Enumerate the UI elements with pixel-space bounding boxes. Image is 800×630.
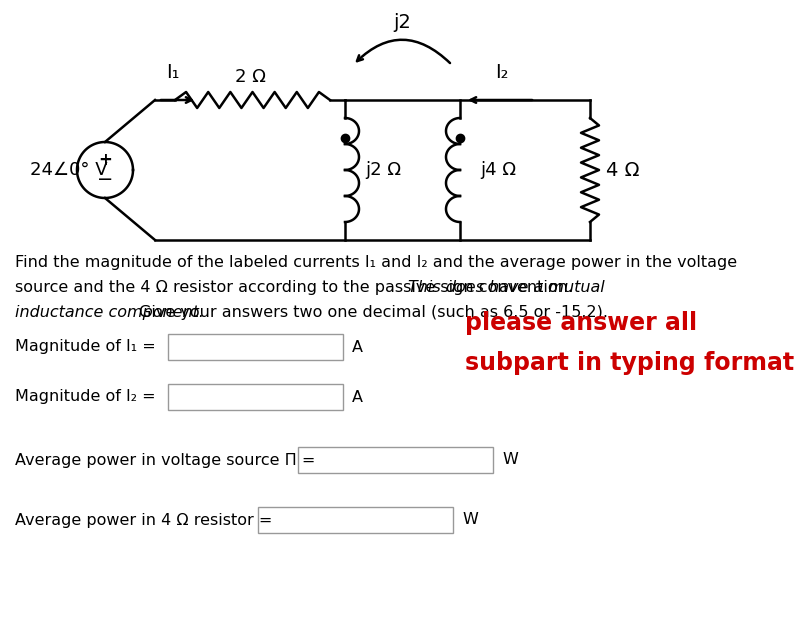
Text: source and the 4 Ω resistor according to the passive sign convention.: source and the 4 Ω resistor according to… (15, 280, 578, 295)
FancyBboxPatch shape (168, 334, 343, 360)
Text: j2: j2 (394, 13, 411, 32)
Text: Find the magnitude of the labeled currents I₁ and I₂ and the average power in th: Find the magnitude of the labeled curren… (15, 255, 737, 270)
Text: Give your answers two one decimal (such as 6.5 or -15.2).: Give your answers two one decimal (such … (138, 305, 608, 320)
Text: W: W (502, 452, 518, 467)
FancyBboxPatch shape (298, 447, 493, 473)
Text: inductance component.: inductance component. (15, 305, 209, 320)
Text: j4 Ω: j4 Ω (480, 161, 516, 179)
Text: This does have a mutual: This does have a mutual (409, 280, 605, 295)
Text: Average power in 4 Ω resistor =: Average power in 4 Ω resistor = (15, 512, 272, 527)
FancyBboxPatch shape (258, 507, 453, 533)
FancyBboxPatch shape (168, 384, 343, 410)
Text: j2 Ω: j2 Ω (365, 161, 401, 179)
Text: I₁: I₁ (166, 63, 180, 82)
Text: 2 Ω: 2 Ω (234, 68, 266, 86)
Text: Magnitude of I₂ =: Magnitude of I₂ = (15, 389, 156, 404)
Text: I₂: I₂ (495, 63, 509, 82)
Text: A: A (352, 340, 363, 355)
Text: +: + (98, 151, 112, 169)
Text: 24∠0° V: 24∠0° V (30, 161, 108, 179)
Text: 4 Ω: 4 Ω (606, 161, 639, 180)
Text: Magnitude of I₁ =: Magnitude of I₁ = (15, 340, 156, 355)
Text: W: W (462, 512, 478, 527)
Text: subpart in typing format: subpart in typing format (465, 351, 794, 375)
Text: please answer all: please answer all (465, 311, 697, 335)
Text: Average power in voltage source Π =: Average power in voltage source Π = (15, 452, 315, 467)
Text: A: A (352, 389, 363, 404)
Text: −: − (97, 171, 113, 190)
